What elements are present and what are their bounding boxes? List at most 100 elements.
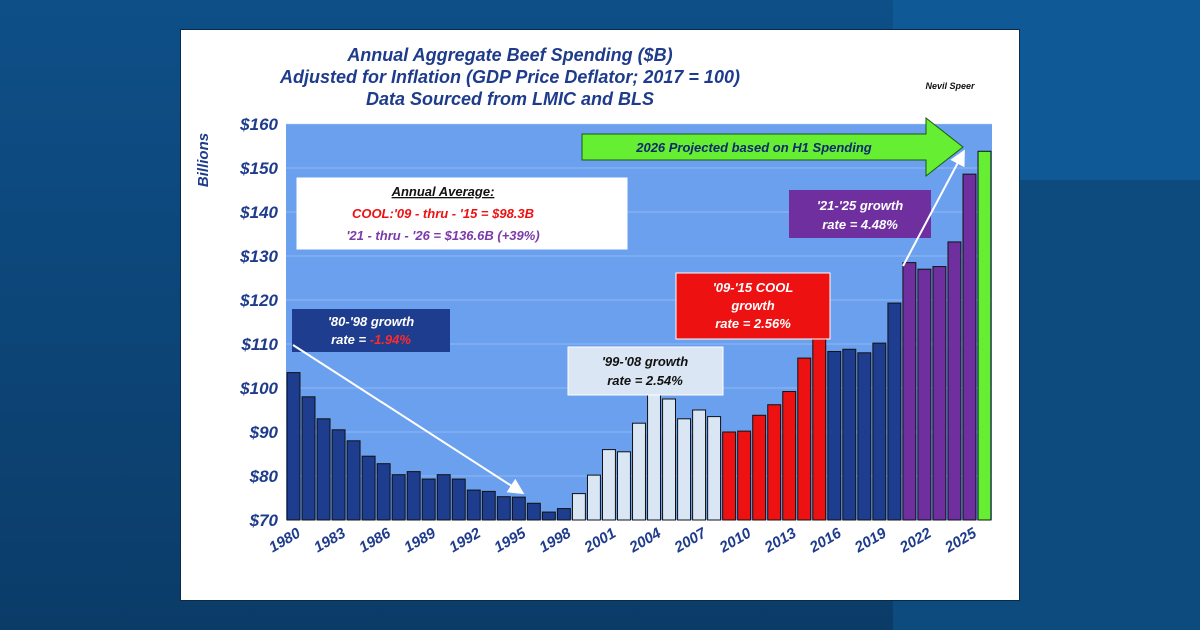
trend-arrow-80-98: [292, 344, 525, 495]
bar-1996: [526, 502, 541, 521]
growth-21-25-annotation: '21-'25 growth rate = 4.48%: [789, 190, 931, 238]
projection-label: 2026 Projected based on H1 Spending: [635, 140, 872, 155]
bar-1989: [421, 478, 436, 521]
bar-2014: [797, 357, 812, 521]
growth-21-25-box: [789, 190, 931, 238]
y-tick-label: $110: [240, 335, 278, 354]
x-tick-label: 2016: [806, 524, 845, 556]
bar-1997: [541, 511, 556, 521]
x-tick-label: 1989: [401, 524, 439, 556]
bar-2001: [601, 449, 616, 521]
bar-2023: [932, 266, 947, 521]
chart-title-line-2: Adjusted for Inflation (GDP Price Deflat…: [279, 67, 740, 87]
growth-21-25-line2: rate = 4.48%: [822, 217, 898, 232]
bar-1988: [406, 471, 421, 521]
x-tick-label: 2004: [626, 524, 665, 556]
y-tick-label: $80: [249, 467, 279, 486]
trend-arrow-21-25: [902, 149, 965, 267]
bar-2022: [917, 268, 932, 521]
x-tick-label: 1998: [536, 524, 574, 556]
growth-09-15-annotation: '09-'15 COOL growth rate = 2.56%: [675, 272, 831, 340]
bar-1998: [556, 508, 571, 521]
x-tick-label: 2022: [896, 524, 935, 556]
bar-2024: [947, 241, 962, 521]
bar-1983: [331, 429, 346, 521]
x-tick-label: 1986: [356, 524, 394, 556]
x-tick-label: 2001: [581, 525, 619, 557]
average-cool-line: COOL:'09 - thru - '15 = $98.3B: [352, 206, 534, 221]
x-tick-label: 1983: [311, 524, 349, 556]
y-tick-label: $150: [239, 159, 278, 178]
growth-99-08-line1: '99-'08 growth: [602, 354, 688, 369]
bar-1984: [346, 440, 361, 521]
bar-2000: [586, 474, 601, 521]
y-axis-label: Billions: [195, 133, 212, 187]
bar-2013: [782, 391, 797, 521]
bar-1982: [316, 418, 331, 521]
growth-09-15-line1: '09-'15 COOL: [713, 280, 794, 295]
growth-80-98-box: [292, 309, 450, 352]
bar-2003: [632, 422, 646, 521]
y-tick-label: $120: [239, 291, 278, 310]
x-tick-label: 1995: [491, 524, 529, 556]
y-tick-label: $160: [239, 115, 278, 134]
bar-2005: [662, 398, 677, 521]
chart-title-line-1: Annual Aggregate Beef Spending ($B): [346, 45, 672, 65]
bar-2009: [722, 431, 737, 521]
bar-1990: [436, 474, 451, 521]
chart-svg: Annual Aggregate Beef Spending ($B) Adju…: [195, 45, 992, 557]
growth-80-98-annotation: '80-'98 growth rate = -1.94%: [292, 309, 450, 352]
growth-80-98-line1: '80-'98 growth: [328, 314, 414, 329]
bar-2019: [872, 342, 887, 521]
bar-2021: [902, 262, 917, 521]
bar-2012: [767, 404, 782, 521]
bar-1992: [466, 489, 481, 521]
x-tick-label: 2013: [761, 524, 800, 556]
growth-80-98-rate: -1.94%: [370, 332, 412, 347]
bar-1986: [376, 463, 391, 521]
growth-09-15-line2: growth: [730, 298, 774, 313]
x-tick-labels: 1980 1983 1986 1989 1992 1995 1998 2001 2004 2007…: [266, 524, 980, 556]
bar-2017: [842, 348, 857, 521]
y-tick-label: $70: [249, 511, 279, 530]
bar-2010: [737, 430, 752, 521]
bar-2002: [617, 451, 631, 521]
projection-arrow-shape: [581, 116, 964, 178]
growth-99-08-box: [567, 346, 724, 396]
bars: [286, 150, 992, 521]
bar-2018: [857, 352, 872, 521]
average-recent-line: '21 - thru - '26 = $136.6B (+39%): [346, 228, 539, 243]
author-credit: Nevil Speer: [925, 81, 975, 91]
bar-2026: [977, 150, 992, 521]
x-tick-label: 2019: [851, 524, 890, 556]
x-tick-label: 1992: [446, 524, 484, 556]
y-tick-label: $130: [239, 247, 278, 266]
y-tick-label: $140: [239, 203, 278, 222]
bar-1999: [571, 493, 586, 521]
bar-1991: [451, 478, 466, 521]
bar-2006: [677, 418, 692, 521]
bar-2020: [887, 302, 902, 521]
bar-1985: [361, 455, 376, 521]
chart-title-line-3: Data Sourced from LMIC and BLS: [366, 89, 654, 109]
bar-1980: [286, 372, 301, 521]
bar-1994: [496, 496, 511, 521]
growth-80-98-prefix: rate =: [331, 332, 370, 347]
bar-1993: [481, 490, 496, 521]
bar-2008: [707, 416, 722, 521]
growth-80-98-line2: rate = -1.94%: [331, 332, 411, 347]
y-tick-labels: $70 $80 $90 $100 $110 $120 $130 $140 $150 $160: [239, 115, 278, 530]
bar-2016: [827, 350, 842, 521]
projection-arrow: 2026 Projected based on H1 Spending: [581, 116, 964, 178]
average-heading: Annual Average:: [391, 184, 495, 199]
y-tick-label: $90: [249, 423, 279, 442]
bar-2015: [812, 336, 827, 521]
bar-2007: [692, 409, 707, 521]
bar-1981: [301, 396, 316, 521]
bar-2004: [647, 394, 661, 521]
growth-99-08-line2: rate = 2.54%: [607, 373, 683, 388]
bar-2025: [962, 173, 977, 521]
x-tick-label: 2007: [671, 524, 710, 556]
y-tick-label: $100: [239, 379, 278, 398]
x-tick-label: 2010: [716, 524, 755, 556]
